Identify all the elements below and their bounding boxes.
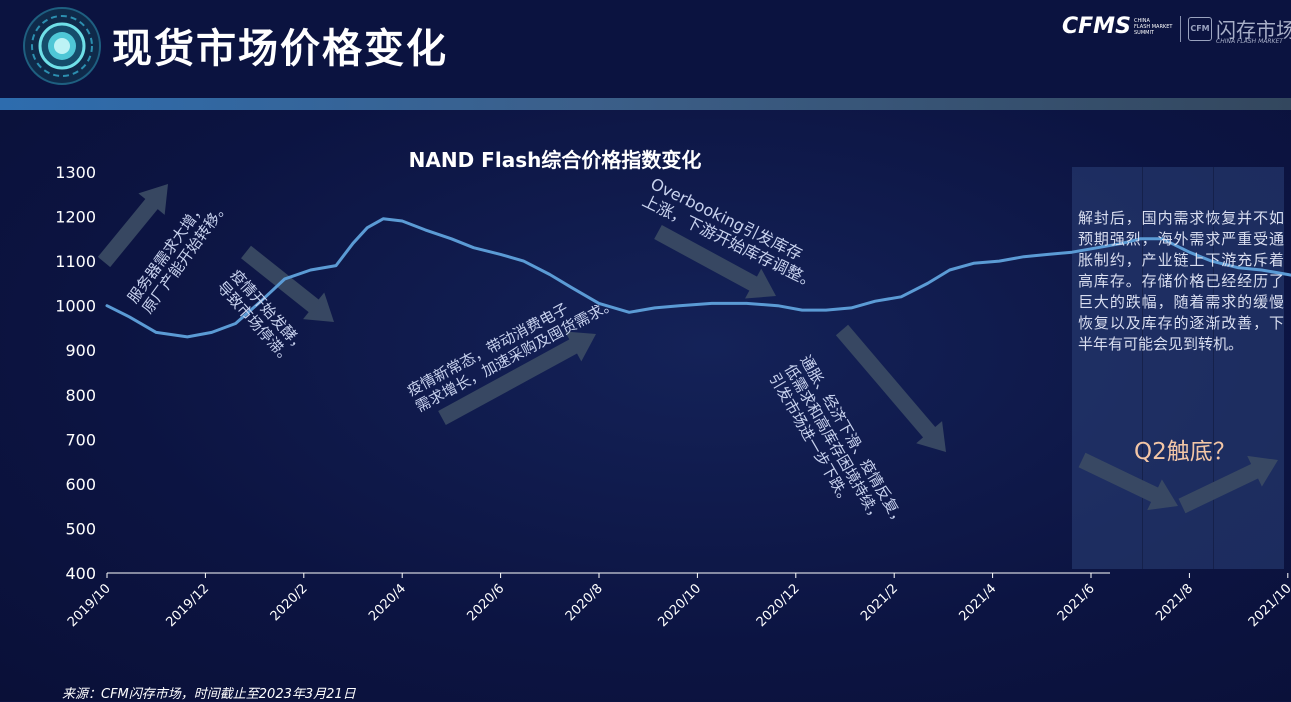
brand-subtitle: CHINA FLASH MARKET SUMMIT — [1134, 18, 1184, 36]
arrow-shape — [97, 183, 168, 268]
y-tick-label: 600 — [65, 475, 96, 494]
y-tick-label: 800 — [65, 386, 96, 405]
arrow-shape — [835, 324, 946, 452]
trend-arrow-icon — [835, 324, 946, 452]
trend-arrow-icon — [241, 245, 335, 322]
x-tick-label: 2021/2 — [858, 581, 901, 624]
x-tick-label: 2020/6 — [464, 581, 507, 624]
x-tick-label: 2021/6 — [1055, 581, 1098, 624]
brand-logo: CFMS CHINA FLASH MARKET SUMMIT CFM 闪存市场 … — [1062, 12, 1291, 46]
y-tick-label: 1300 — [55, 163, 96, 182]
x-tick-label: 2021/8 — [1153, 581, 1196, 624]
chart-title: NAND Flash综合价格指数变化 — [408, 148, 702, 172]
panel-divider — [1142, 167, 1143, 569]
panel-divider — [1213, 167, 1214, 569]
x-tick-label: 2020/8 — [563, 581, 606, 624]
brand-sub-line: FLASH MARKET — [1134, 24, 1173, 30]
trend-arrow-icon — [1078, 452, 1178, 511]
trend-arrow-icon — [438, 331, 596, 426]
brand-name-en: CHINA FLASH MARKET — [1216, 38, 1283, 45]
globe-logo-icon — [23, 7, 101, 85]
arrow-shape — [654, 224, 776, 299]
note-panel — [1072, 167, 1284, 569]
trend-arrow-icon — [97, 183, 168, 268]
y-tick-label: 1100 — [55, 252, 96, 271]
arrow-shape — [1178, 455, 1278, 514]
brand-cfms: CFMS — [1062, 14, 1131, 39]
y-tick-label: 500 — [65, 519, 96, 538]
x-tick-label: 2020/4 — [366, 581, 409, 624]
header: 现货市场价格变化 CFMS CHINA FLASH MARKET SUMMIT … — [0, 0, 1291, 98]
x-tick-label: 2021/4 — [956, 581, 999, 624]
x-tick-label: 2020/10 — [655, 581, 704, 630]
arrow-shape — [241, 245, 335, 322]
arrow-shape — [1078, 452, 1178, 511]
header-accent-bar — [0, 98, 1291, 110]
x-tick-label: 2020/12 — [754, 581, 803, 630]
brand-sub-line: SUMMIT — [1134, 30, 1154, 36]
trend-arrow-icon — [1178, 455, 1278, 514]
x-tick-label: 2019/10 — [65, 581, 114, 630]
y-tick-label: 700 — [65, 430, 96, 449]
y-tick-label: 400 — [65, 564, 96, 583]
y-tick-label: 900 — [65, 341, 96, 360]
cfm-badge: CFM — [1188, 17, 1212, 41]
brand-name: 闪存市场 — [1216, 18, 1291, 42]
arrow-shape — [438, 331, 596, 426]
x-tick-label: 2020/2 — [268, 581, 311, 624]
outlook-note: 解封后，国内需求恢复并不如预期强烈，海外需求严重受通胀制约，产业链上下游充斥着高… — [1078, 209, 1284, 353]
trend-arrows — [97, 183, 1278, 514]
q2-bottom-label: Q2触底？ — [1134, 439, 1236, 465]
trend-arrow-icon — [654, 224, 776, 299]
price-index-line — [105, 217, 1291, 339]
brand-sub-line: CHINA — [1134, 18, 1150, 24]
x-tick-label: 2021/10 — [1246, 581, 1291, 630]
brand-divider — [1180, 16, 1181, 42]
x-tick-label: 2019/12 — [163, 581, 212, 630]
y-tick-label: 1000 — [55, 297, 96, 316]
y-tick-label: 1200 — [55, 208, 96, 227]
page-title: 现货市场价格变化 — [112, 26, 448, 72]
source-note: 来源：CFM闪存市场，时间截止至2023年3月21日 — [62, 687, 356, 702]
chart-series — [105, 217, 1291, 339]
